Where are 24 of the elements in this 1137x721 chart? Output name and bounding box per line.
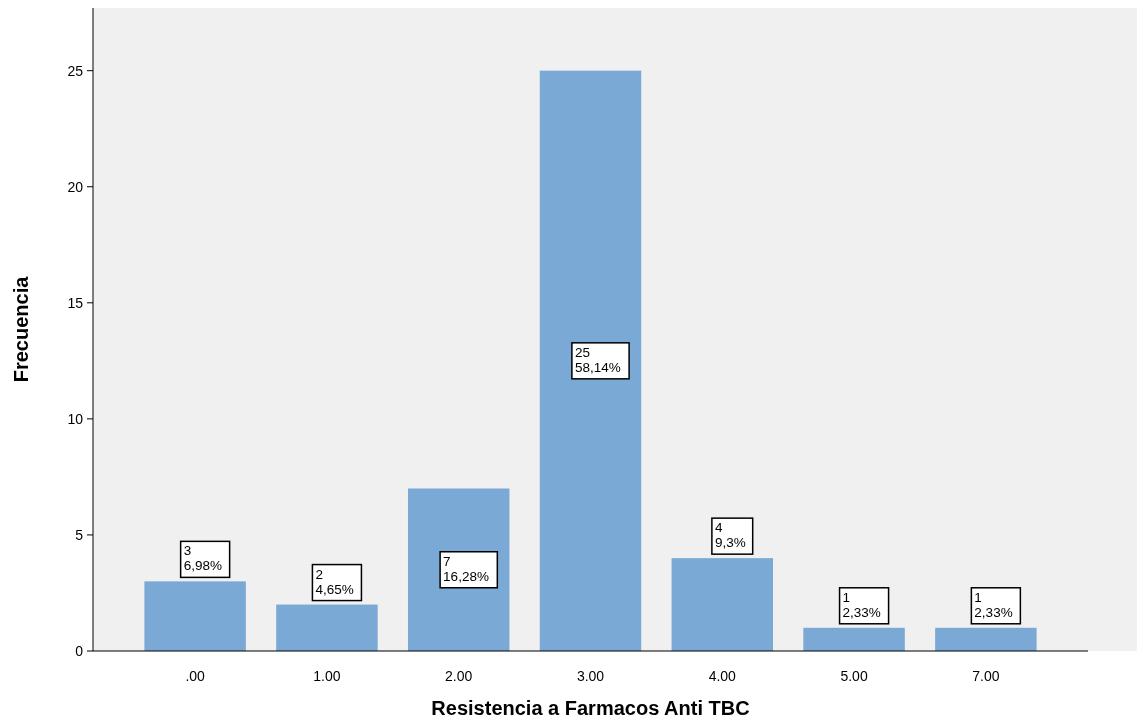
bar xyxy=(539,70,642,651)
x-tick-label: 1.00 xyxy=(313,668,341,684)
x-tick-label: 2.00 xyxy=(445,668,473,684)
x-tick-label: 3.00 xyxy=(576,668,605,684)
x-tick-label: 7.00 xyxy=(972,668,1000,684)
data-label: 1 2,33% xyxy=(974,589,1013,620)
data-label: 4 9,3% xyxy=(714,520,746,551)
bar xyxy=(671,558,774,651)
x-tick-label: .00 xyxy=(185,668,206,684)
x-tick-label: 5.00 xyxy=(840,668,868,684)
x-tick-label: 4.00 xyxy=(708,668,737,684)
data-label: 3 6,98% xyxy=(183,543,222,574)
y-tick-label: 5 xyxy=(75,526,84,543)
y-tick-label: 25 xyxy=(67,62,84,79)
x-axis-title: Resistencia a Farmacos Anti TBC xyxy=(431,697,750,719)
data-label: 7 16,28% xyxy=(443,553,489,584)
y-tick-label: 20 xyxy=(67,178,84,195)
y-tick-label: 15 xyxy=(67,294,84,311)
data-label: 1 2,33% xyxy=(842,589,881,620)
y-axis-title: Frecuencia xyxy=(10,275,32,383)
data-label: 2 4,65% xyxy=(315,566,354,597)
y-tick-label: 0 xyxy=(75,642,84,659)
data-label: 25 58,14% xyxy=(574,344,621,375)
y-tick-label: 10 xyxy=(67,410,84,427)
